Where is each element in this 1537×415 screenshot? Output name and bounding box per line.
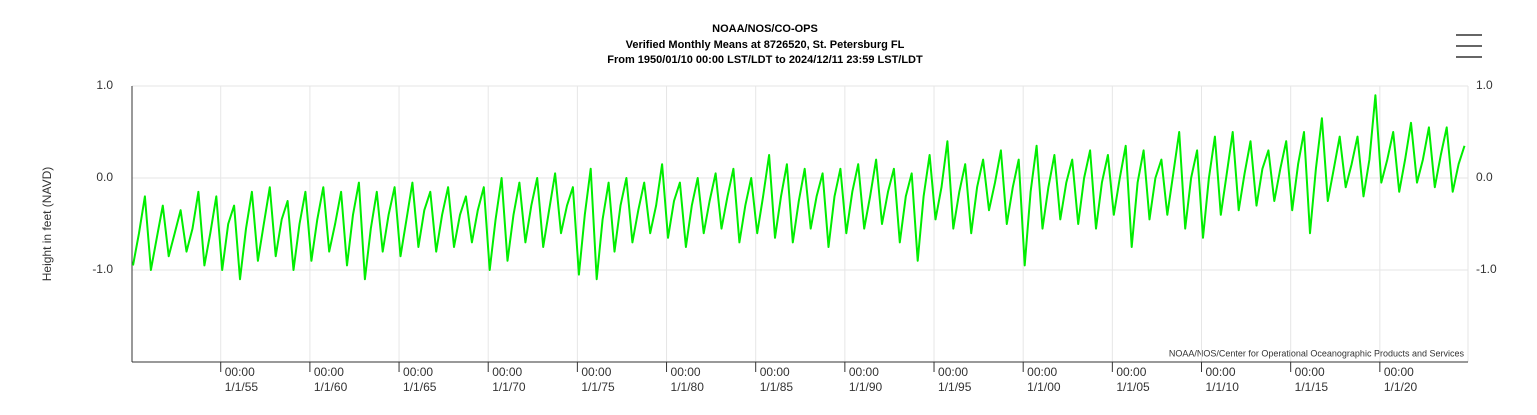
x-tick-label: 1/1/70 [492,380,526,394]
y-axis-label: Height in feet (NAVD) [40,167,54,282]
chart-subtitle: From 1950/01/10 00:00 LST/LDT to 2024/12… [607,54,923,66]
x-tick-time: 00:00 [671,365,701,379]
y-tick-label: 1.0 [96,78,113,92]
x-tick-label: 1/1/15 [1295,380,1329,394]
y-tick-label: 0.0 [96,170,113,184]
x-tick-time: 00:00 [1384,365,1414,379]
x-tick-time: 00:00 [1116,365,1146,379]
x-tick-label: 1/1/20 [1384,380,1418,394]
x-tick-time: 00:00 [1295,365,1325,379]
y2-tick-label: 0.0 [1476,170,1493,184]
x-tick-label: 1/1/05 [1116,380,1150,394]
menu-button[interactable] [1456,34,1482,58]
x-tick-time: 00:00 [1027,365,1057,379]
x-tick-label: 1/1/10 [1206,380,1240,394]
x-tick-label: 1/1/65 [403,380,437,394]
x-tick-time: 00:00 [760,365,790,379]
y2-tick-label: -1.0 [1476,262,1497,276]
chart-subtitle: Verified Monthly Means at 8726520, St. P… [626,39,905,51]
x-tick-label: 1/1/80 [671,380,705,394]
x-tick-time: 00:00 [1206,365,1236,379]
x-tick-label: 1/1/95 [938,380,972,394]
x-tick-time: 00:00 [938,365,968,379]
x-tick-label: 1/1/90 [849,380,883,394]
x-tick-time: 00:00 [403,365,433,379]
x-tick-time: 00:00 [314,365,344,379]
y-tick-label: -1.0 [92,262,113,276]
x-tick-time: 00:00 [581,365,611,379]
x-tick-label: 1/1/75 [581,380,615,394]
credit: NOAA/NOS/Center for Operational Oceanogr… [1169,348,1465,358]
x-tick-time: 00:00 [225,365,255,379]
x-tick-label: 1/1/00 [1027,380,1061,394]
data-line [132,94,1466,281]
y2-tick-label: 1.0 [1476,78,1493,92]
x-tick-label: 1/1/85 [760,380,794,394]
chart-title: NOAA/NOS/CO-OPS [712,23,818,35]
x-tick-time: 00:00 [849,365,879,379]
x-tick-time: 00:00 [492,365,522,379]
x-tick-label: 1/1/55 [225,380,259,394]
x-tick-label: 1/1/60 [314,380,348,394]
